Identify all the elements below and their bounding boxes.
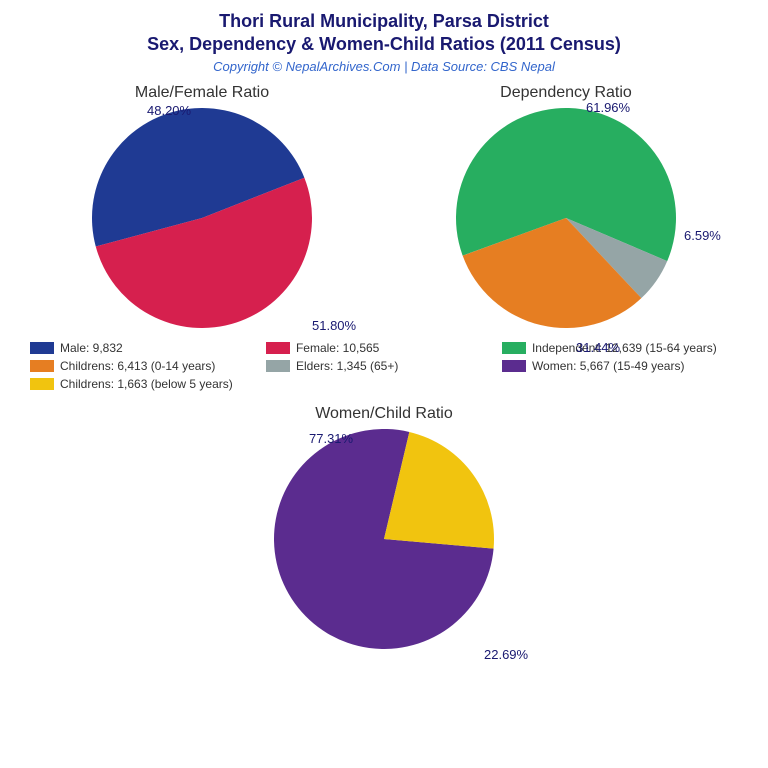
legend-item: Childrens: 6,413 (0-14 years) [30, 359, 266, 373]
slice-label: 22.69% [484, 647, 528, 662]
legend-swatch [30, 360, 54, 372]
legend-swatch [502, 360, 526, 372]
legend-text: Female: 10,565 [296, 341, 379, 355]
chart3-pie: 77.31%22.69% [274, 429, 494, 654]
chart-dependency: Dependency Ratio 61.96%6.59%31.44% [456, 84, 676, 333]
slice-label: 48.20% [147, 103, 191, 118]
chart2-title: Dependency Ratio [456, 84, 676, 102]
pie-svg [274, 429, 494, 649]
main-title-line1: Thori Rural Municipality, Parsa District [0, 10, 768, 33]
legend-text: Women: 5,667 (15-49 years) [532, 359, 685, 373]
legend-item: Elders: 1,345 (65+) [266, 359, 502, 373]
pie-svg [92, 108, 312, 328]
legend-text: Elders: 1,345 (65+) [296, 359, 398, 373]
legend-item: Female: 10,565 [266, 341, 502, 355]
legend-swatch [266, 342, 290, 354]
slice-label: 77.31% [309, 431, 353, 446]
chart-male-female: Male/Female Ratio 48.20%51.80% [92, 84, 312, 333]
chart1-title: Male/Female Ratio [92, 84, 312, 102]
legend-text: Childrens: 6,413 (0-14 years) [60, 359, 215, 373]
legend-item: Male: 9,832 [30, 341, 266, 355]
legend-item: Women: 5,667 (15-49 years) [502, 359, 738, 373]
legend-swatch [30, 378, 54, 390]
main-title-line2: Sex, Dependency & Women-Child Ratios (20… [0, 33, 768, 56]
legend-text: Independent: 12,639 (15-64 years) [532, 341, 717, 355]
top-charts-row: Male/Female Ratio 48.20%51.80% Dependenc… [0, 84, 768, 333]
legend: Male: 9,832 Female: 10,565 Independent: 12… [0, 333, 768, 399]
chart2-pie: 61.96%6.59%31.44% [456, 108, 676, 333]
legend-text: Male: 9,832 [60, 341, 123, 355]
slice-label: 6.59% [684, 228, 721, 243]
slice-label: 51.80% [312, 318, 356, 333]
chart3-title: Women/Child Ratio [0, 405, 768, 423]
slice-label: 61.96% [586, 100, 630, 115]
chart-women-child: Women/Child Ratio 77.31%22.69% [0, 405, 768, 654]
bottom-chart-row: Women/Child Ratio 77.31%22.69% [0, 405, 768, 654]
subtitle: Copyright © NepalArchives.Com | Data Sou… [0, 59, 768, 74]
slice-label: 31.44% [576, 340, 620, 355]
legend-item: Childrens: 1,663 (below 5 years) [30, 377, 266, 391]
pie-svg [456, 108, 676, 328]
chart1-pie: 48.20%51.80% [92, 108, 312, 333]
title-block: Thori Rural Municipality, Parsa District… [0, 0, 768, 74]
legend-swatch [266, 360, 290, 372]
legend-swatch [30, 342, 54, 354]
legend-text: Childrens: 1,663 (below 5 years) [60, 377, 233, 391]
legend-swatch [502, 342, 526, 354]
